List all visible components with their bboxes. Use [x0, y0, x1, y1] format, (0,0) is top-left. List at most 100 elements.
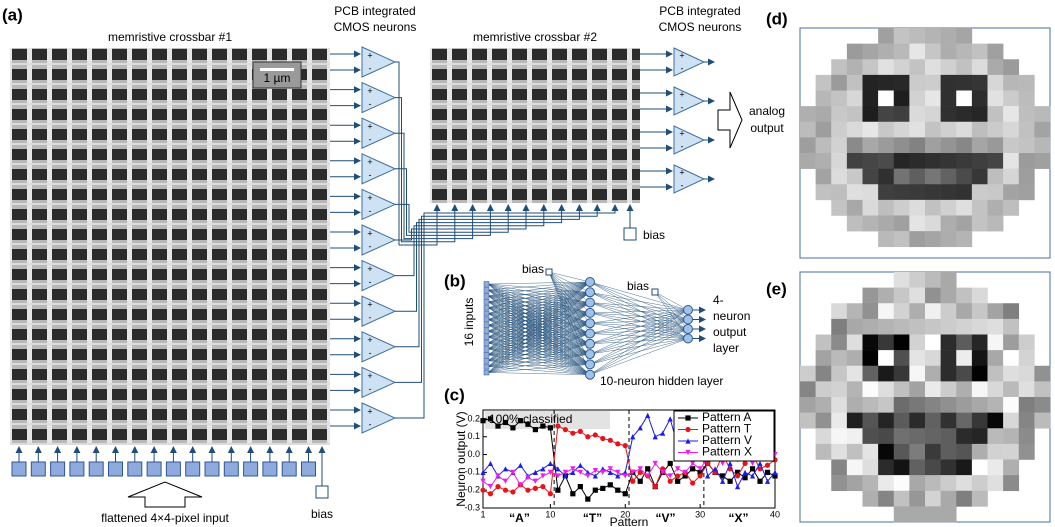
- pixel: [956, 153, 972, 169]
- pixel: [925, 460, 941, 476]
- pixel: [1003, 137, 1019, 153]
- pixel: [972, 413, 988, 429]
- pixel: [1003, 106, 1019, 122]
- pixel: [909, 28, 925, 44]
- synapse: [590, 339, 688, 344]
- input-pixel: [282, 462, 296, 476]
- pixel: [847, 106, 863, 122]
- point: [653, 484, 658, 489]
- pixel: [878, 153, 894, 169]
- pixel: [831, 200, 847, 216]
- pixel: [863, 200, 879, 216]
- pixel: [988, 200, 1004, 216]
- input-node: [484, 364, 489, 369]
- point: [548, 491, 553, 496]
- point: [495, 423, 500, 428]
- pixel: [894, 122, 910, 138]
- scale-bar-label: 1 µm: [264, 71, 291, 85]
- pixel: [847, 319, 863, 335]
- pixel: [878, 200, 894, 216]
- pixel: [925, 184, 941, 200]
- pixel: [1034, 413, 1050, 429]
- point: [578, 470, 583, 475]
- pixel: [956, 106, 972, 122]
- pixel: [1034, 137, 1050, 153]
- point: [570, 431, 575, 436]
- pixel: [847, 137, 863, 153]
- pixel: [831, 75, 847, 91]
- neuron-plus: +: [367, 371, 372, 381]
- input-node: [484, 341, 489, 346]
- point: [623, 473, 628, 478]
- pixel: [972, 335, 988, 351]
- pixel: [988, 169, 1004, 185]
- x-axis-label: Pattern: [610, 515, 649, 527]
- neuron-minus: -: [369, 277, 372, 287]
- pixel: [909, 106, 925, 122]
- pixel: [863, 366, 879, 382]
- pixel: [878, 169, 894, 185]
- pixel: [909, 506, 925, 522]
- pixel: [816, 91, 832, 107]
- pixel: [941, 91, 957, 107]
- pixel: [878, 397, 894, 413]
- pixel: [941, 491, 957, 507]
- point: [772, 470, 777, 475]
- wire: [395, 204, 508, 232]
- hidden-node: [586, 308, 595, 317]
- pixel: [831, 444, 847, 460]
- pixel: [1034, 122, 1050, 138]
- point: [510, 489, 515, 494]
- pixel: [941, 288, 957, 304]
- pixel: [941, 153, 957, 169]
- pixel: [956, 184, 972, 200]
- pixel: [909, 231, 925, 247]
- input-pixel: [224, 462, 238, 476]
- point: [742, 470, 747, 475]
- pixel: [847, 75, 863, 91]
- pixel: [909, 169, 925, 185]
- neuron-plus: +: [367, 50, 372, 60]
- hidden-node: [586, 370, 595, 379]
- pixel: [863, 491, 879, 507]
- point: [698, 473, 703, 478]
- neurons-title: PCB integrated: [334, 4, 415, 18]
- pixel: [863, 106, 879, 122]
- pixel: [956, 335, 972, 351]
- pixel: [1019, 91, 1035, 107]
- neuron-plus: +: [679, 128, 684, 138]
- pixel: [800, 397, 816, 413]
- pixel: [925, 200, 941, 216]
- pixel: [941, 397, 957, 413]
- pixel: [941, 184, 957, 200]
- pixel: [816, 137, 832, 153]
- pixel: [909, 397, 925, 413]
- pixel: [988, 59, 1004, 75]
- pixel: [925, 216, 941, 232]
- pixel: [863, 350, 879, 366]
- pixel: [894, 216, 910, 232]
- pixel: [831, 381, 847, 397]
- pixel: [863, 319, 879, 335]
- y-tick-label: 0.2: [467, 413, 480, 423]
- point: [578, 484, 583, 489]
- pixel: [878, 231, 894, 247]
- neuron-plus: +: [367, 264, 372, 274]
- input-pixel: [31, 462, 45, 476]
- pixel: [1019, 366, 1035, 382]
- pixel: [831, 153, 847, 169]
- point: [638, 479, 643, 484]
- pixel: [894, 381, 910, 397]
- pixel: [847, 350, 863, 366]
- pixel: [894, 272, 910, 288]
- pixel: [863, 137, 879, 153]
- pixel: [1003, 397, 1019, 413]
- pixel: [925, 91, 941, 107]
- pixel: [1019, 137, 1035, 153]
- synapse: [590, 303, 688, 310]
- pixel: [909, 303, 925, 319]
- bias-node: [652, 289, 658, 295]
- point: [585, 496, 590, 501]
- pixel: [956, 366, 972, 382]
- pixel: [925, 428, 941, 444]
